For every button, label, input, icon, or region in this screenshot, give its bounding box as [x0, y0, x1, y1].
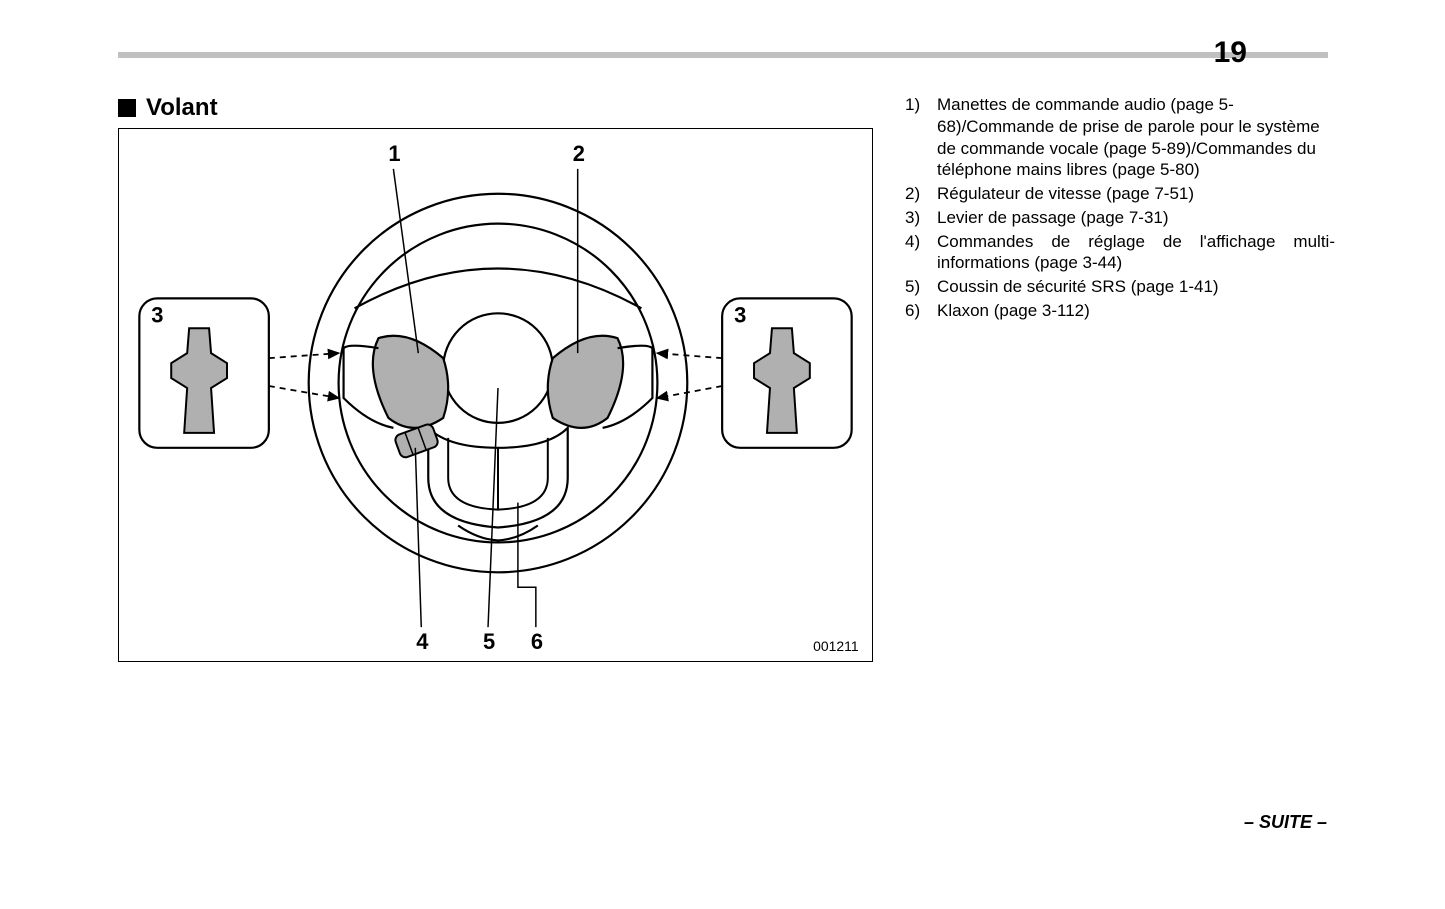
- legend-num: 6): [905, 300, 937, 322]
- legend-num: 3): [905, 207, 937, 229]
- callout-3-left: 3: [151, 302, 163, 327]
- heading-text: Volant: [146, 94, 218, 122]
- legend-text: Coussin de sécurité SRS (page 1-41): [937, 276, 1335, 298]
- legend-text: Levier de passage (page 7-31): [937, 207, 1335, 229]
- diagram-svg: 1 2 3 3 4 5 6 001211: [119, 129, 872, 661]
- legend-item: 2) Régulateur de vitesse (page 7-51): [905, 183, 1335, 205]
- callout-1: 1: [388, 141, 400, 166]
- callout-5: 5: [483, 629, 495, 654]
- legend-text: Commandes de réglage de l'affichage mult…: [937, 231, 1335, 275]
- legend-text: Régulateur de vitesse (page 7-51): [937, 183, 1335, 205]
- continued-marker: – SUITE –: [1244, 812, 1327, 833]
- legend-item: 6) Klaxon (page 3-112): [905, 300, 1335, 322]
- callout-3-right: 3: [734, 302, 746, 327]
- legend-list: 1) Manettes de commande audio (page 5-68…: [905, 94, 1335, 324]
- section-heading: Volant: [118, 94, 218, 122]
- steering-wheel-diagram: 1 2 3 3 4 5 6 001211: [118, 128, 873, 662]
- legend-num: 2): [905, 183, 937, 205]
- legend-item: 4) Commandes de réglage de l'affichage m…: [905, 231, 1335, 275]
- legend-item: 5) Coussin de sécurité SRS (page 1-41): [905, 276, 1335, 298]
- top-rule: [118, 52, 1328, 58]
- legend-item: 1) Manettes de commande audio (page 5-68…: [905, 94, 1335, 181]
- legend-num: 5): [905, 276, 937, 298]
- diagram-id: 001211: [813, 638, 859, 654]
- square-bullet-icon: [118, 99, 136, 117]
- callout-6: 6: [531, 629, 543, 654]
- legend-text: Klaxon (page 3-112): [937, 300, 1335, 322]
- callout-2: 2: [573, 141, 585, 166]
- legend-item: 3) Levier de passage (page 7-31): [905, 207, 1335, 229]
- legend-num: 1): [905, 94, 937, 181]
- legend-num: 4): [905, 231, 937, 275]
- legend-text: Manettes de commande audio (page 5-68)/C…: [937, 94, 1335, 181]
- page-number: 19: [1214, 36, 1247, 70]
- callout-4: 4: [416, 629, 429, 654]
